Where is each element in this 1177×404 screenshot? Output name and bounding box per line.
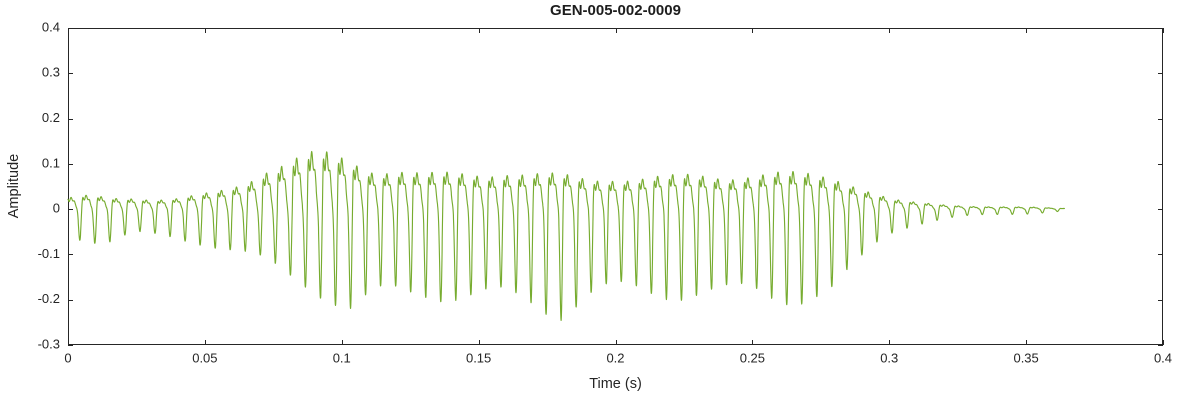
x-tick-label: 0.1 [333,351,351,366]
y-tick-label: -0.2 [38,291,60,306]
chart-title: GEN-005-002-0009 [550,2,681,19]
y-tick-label: 0.1 [42,155,60,170]
axes-box [68,28,1163,345]
y-tick-label: -0.1 [38,246,60,261]
x-tick-label: 0.35 [1013,351,1038,366]
x-tick-label: 0.2 [606,351,624,366]
x-tick-label: 0.3 [880,351,898,366]
x-tick-label: 0.4 [1154,351,1172,366]
y-tick-label: 0 [53,201,60,216]
x-tick-label: 0.15 [466,351,491,366]
x-tick-label: 0.05 [192,351,217,366]
x-tick-label: 0.25 [740,351,765,366]
y-tick-label: 0.2 [42,110,60,125]
x-axis-label: Time (s) [589,376,642,392]
y-tick-label: 0.4 [42,19,60,34]
y-axis-label: Amplitude [6,153,22,219]
waveform-path [67,150,1065,321]
y-tick-label: 0.3 [42,65,60,80]
x-tick-label: 0 [64,351,71,366]
y-tick-label: -0.3 [38,336,60,351]
